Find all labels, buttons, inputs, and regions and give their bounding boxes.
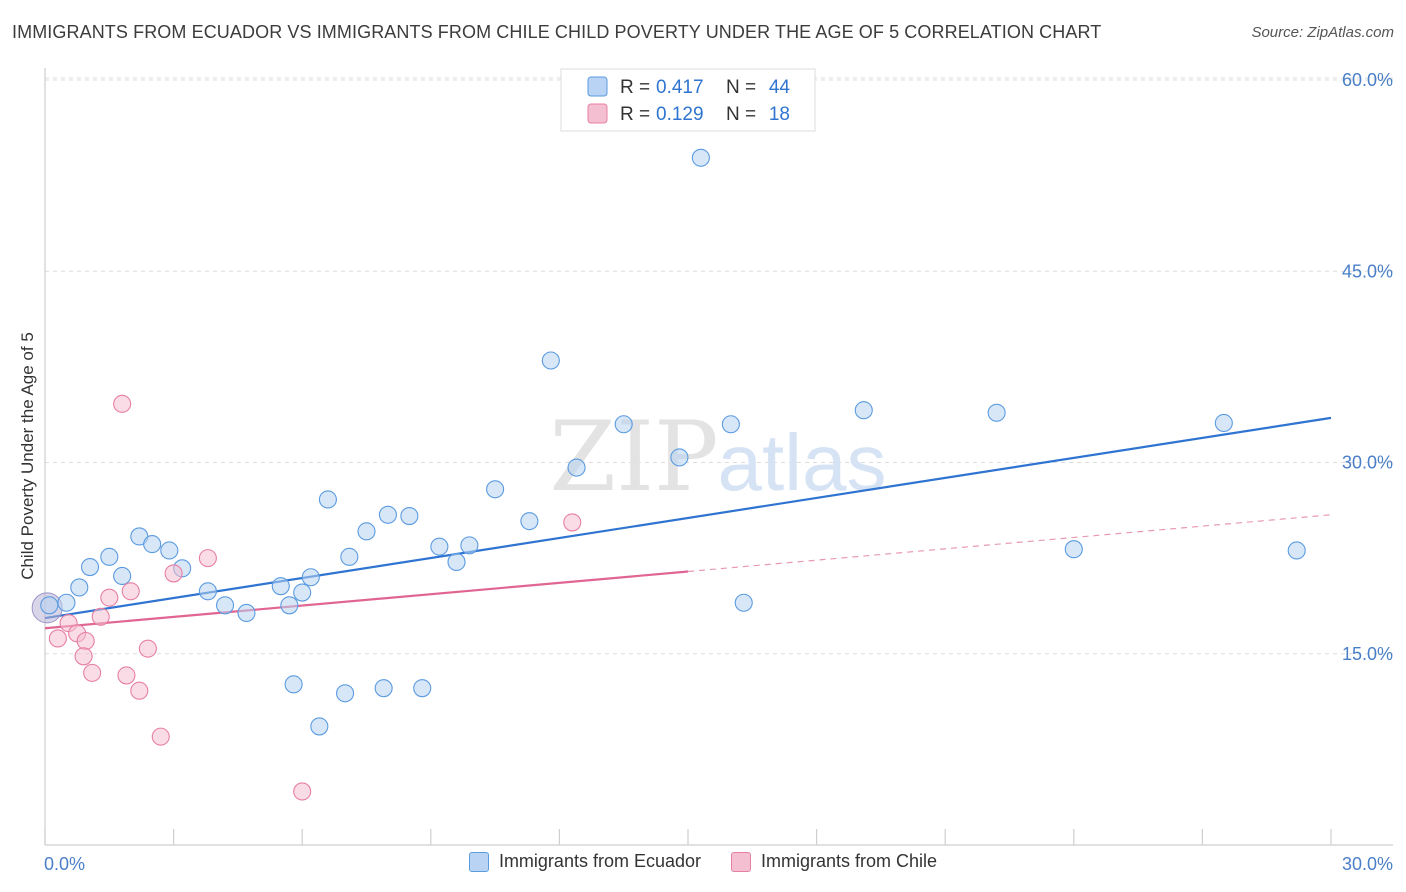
data-point-ecuador [413, 679, 432, 698]
y-tick-label: 30.0% [1342, 453, 1393, 473]
data-point-ecuador [460, 536, 479, 555]
data-point-ecuador [721, 415, 740, 434]
data-point-ecuador [100, 547, 119, 566]
data-points [31, 148, 1306, 801]
legend-swatch-ecuador [468, 851, 489, 872]
legend-swatch-chile [731, 851, 751, 872]
data-point-chile [130, 681, 149, 700]
stats-legend: R = 0.417 N = 44 R = 0.129 N = 18 [560, 68, 816, 132]
data-point-ecuador [567, 458, 586, 477]
data-point-ecuador [1214, 413, 1233, 433]
source-credit: Source: ZipAtlas.com [1251, 24, 1394, 41]
y-tick-label: 15.0% [1342, 644, 1393, 664]
data-point-ecuador [400, 506, 419, 526]
data-point-chile [563, 513, 582, 532]
watermark: ZIP atlas [549, 401, 886, 513]
data-point-chile [138, 639, 157, 658]
data-point-chile [48, 629, 67, 648]
series-legend: Immigrants from Ecuador Immigrants from … [0, 851, 1406, 872]
data-point-ecuador [318, 490, 337, 509]
legend-label-chile: Immigrants from Chile [761, 851, 938, 871]
data-point-ecuador [160, 541, 179, 560]
data-point-ecuador [80, 557, 100, 577]
watermark-zip: ZIP [549, 401, 718, 513]
data-point-ecuador [378, 505, 397, 524]
data-point-ecuador [374, 679, 393, 698]
trend-line-solid-1 [44, 570, 689, 630]
data-point-chile [113, 394, 132, 413]
data-point-ecuador [57, 593, 76, 612]
x-tick-label: 30.0% [1342, 854, 1393, 874]
data-point-ecuador [70, 578, 89, 597]
data-point-chile [74, 647, 93, 666]
data-point-ecuador [734, 593, 753, 612]
data-point-chile [100, 588, 119, 607]
data-point-ecuador [113, 566, 132, 586]
axes [44, 68, 1393, 846]
data-point-ecuador [854, 401, 873, 420]
n-value: 18 [769, 104, 790, 125]
trend-line-solid-0 [44, 416, 1332, 620]
watermark-atlas: atlas [718, 418, 887, 507]
data-point-ecuador [237, 603, 256, 623]
data-point-ecuador [357, 522, 376, 541]
r-value: 0.129 [656, 104, 704, 125]
data-point-ecuador [670, 448, 689, 467]
r-label: R = [620, 104, 650, 125]
data-point-ecuador [310, 717, 329, 736]
data-point-ecuador [336, 684, 355, 703]
n-value: 44 [769, 77, 791, 98]
data-point-ecuador [430, 537, 449, 556]
data-point-ecuador [447, 552, 466, 572]
data-point-ecuador [1064, 540, 1083, 559]
trend-lines [44, 416, 1332, 630]
data-point-ecuador [271, 577, 290, 596]
data-point-ecuador [486, 480, 505, 499]
data-point-chile [117, 666, 136, 685]
data-point-ecuador [143, 535, 162, 554]
data-point-chile [121, 582, 140, 601]
x-tick-label: 0.0% [44, 854, 85, 874]
data-point-ecuador [614, 415, 633, 434]
y-tick-label: 45.0% [1342, 261, 1393, 281]
data-point-ecuador [987, 403, 1006, 422]
legend-item-ecuador[interactable]: Immigrants from Ecuador [468, 851, 701, 872]
stats-swatch-1 [587, 103, 608, 124]
data-point-ecuador [301, 568, 320, 587]
data-point-ecuador [215, 596, 235, 615]
n-label: N = [726, 77, 756, 98]
data-point-ecuador [280, 596, 299, 615]
stats-swatch-0 [587, 76, 608, 97]
tick-labels: 15.0% 30.0% 45.0% 60.0% 0.0% 30.0% [44, 70, 1393, 874]
data-point-ecuador [284, 675, 303, 694]
data-point-chile [164, 564, 183, 583]
data-point-ecuador [340, 547, 359, 566]
data-point-ecuador [520, 512, 539, 531]
data-point-chile [198, 549, 217, 568]
data-point-ecuador [198, 582, 217, 601]
n-label: N = [726, 104, 756, 125]
data-point-chile [76, 631, 95, 651]
chart-title: IMMIGRANTS FROM ECUADOR VS IMMIGRANTS FR… [12, 22, 1102, 42]
data-point-chile [83, 663, 102, 682]
data-point-ecuador [691, 148, 710, 167]
legend-item-chile[interactable]: Immigrants from Chile [731, 851, 937, 872]
r-label: R = [620, 77, 650, 98]
data-point-chile [91, 607, 110, 626]
legend-label-ecuador: Immigrants from Ecuador [498, 851, 701, 871]
data-point-chile [151, 727, 170, 746]
data-point-chile [293, 782, 312, 801]
data-point-ecuador [541, 351, 560, 370]
data-point-ecuador [1287, 541, 1306, 560]
grid-lines [45, 77, 1393, 655]
data-point-ecuador [40, 596, 59, 615]
r-value: 0.417 [656, 77, 704, 98]
data-point-ecuador [293, 583, 312, 602]
trend-line-dashed-1 [687, 514, 1332, 573]
y-tick-label: 60.0% [1342, 70, 1393, 90]
